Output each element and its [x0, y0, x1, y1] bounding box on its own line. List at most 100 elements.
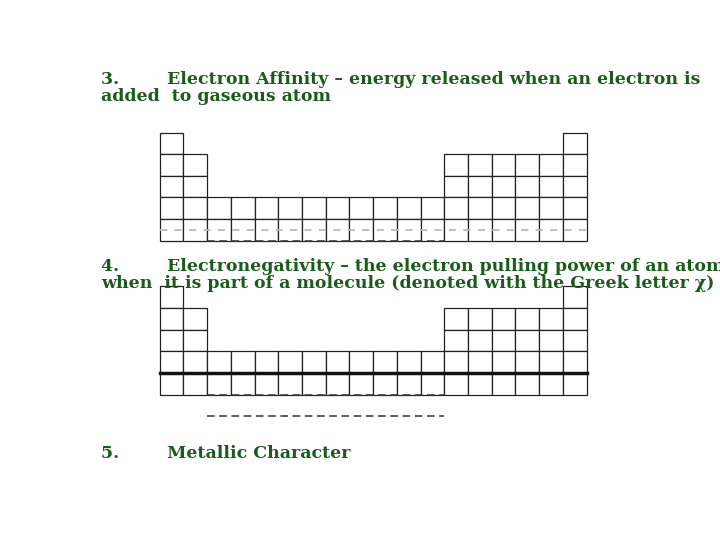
Bar — [160, 176, 184, 198]
Bar — [444, 176, 468, 198]
Bar — [373, 198, 397, 219]
Bar — [160, 308, 184, 329]
Bar — [444, 352, 468, 373]
Bar — [468, 219, 492, 241]
Bar — [302, 373, 325, 395]
Bar — [492, 219, 516, 241]
Bar — [492, 352, 516, 373]
Bar — [349, 198, 373, 219]
Bar — [539, 329, 563, 352]
Bar — [255, 352, 279, 373]
Bar — [444, 329, 468, 352]
Bar — [184, 308, 207, 329]
Bar — [207, 198, 231, 219]
Bar — [563, 176, 587, 198]
Text: added  to gaseous atom: added to gaseous atom — [101, 87, 331, 105]
Bar — [516, 352, 539, 373]
Bar — [302, 219, 325, 241]
Bar — [539, 373, 563, 395]
Bar — [231, 373, 255, 395]
Bar — [539, 198, 563, 219]
Bar — [539, 352, 563, 373]
Bar — [516, 308, 539, 329]
Bar — [184, 352, 207, 373]
Bar — [563, 133, 587, 154]
Bar — [255, 198, 279, 219]
Bar — [184, 198, 207, 219]
Bar — [420, 373, 444, 395]
Bar — [349, 219, 373, 241]
Bar — [468, 329, 492, 352]
Bar — [373, 352, 397, 373]
Bar — [468, 373, 492, 395]
Text: 5.        Metallic Character: 5. Metallic Character — [101, 446, 351, 462]
Bar — [444, 308, 468, 329]
Bar — [160, 198, 184, 219]
Bar — [160, 154, 184, 176]
Text: when  it is part of a molecule (denoted with the Greek letter χ): when it is part of a molecule (denoted w… — [101, 275, 714, 292]
Bar — [539, 154, 563, 176]
Bar — [492, 198, 516, 219]
Bar — [279, 373, 302, 395]
Bar — [563, 329, 587, 352]
Bar — [539, 176, 563, 198]
Bar — [492, 329, 516, 352]
Bar — [563, 286, 587, 308]
Bar — [302, 198, 325, 219]
Bar — [397, 352, 420, 373]
Bar — [349, 352, 373, 373]
Bar — [279, 352, 302, 373]
Bar — [516, 329, 539, 352]
Bar — [160, 329, 184, 352]
Bar — [184, 176, 207, 198]
Text: 3.        Electron Affinity – energy released when an electron is: 3. Electron Affinity – energy released w… — [101, 71, 701, 88]
Bar — [160, 133, 184, 154]
Bar — [184, 329, 207, 352]
Bar — [468, 352, 492, 373]
Bar — [207, 352, 231, 373]
Bar — [373, 373, 397, 395]
Bar — [373, 219, 397, 241]
Bar — [325, 198, 349, 219]
Bar — [444, 373, 468, 395]
Bar — [563, 308, 587, 329]
Bar — [563, 352, 587, 373]
Bar — [160, 286, 184, 308]
Bar — [468, 198, 492, 219]
Bar — [255, 373, 279, 395]
Bar — [279, 219, 302, 241]
Bar — [302, 352, 325, 373]
Bar — [516, 219, 539, 241]
Bar — [539, 219, 563, 241]
Bar — [563, 198, 587, 219]
Bar — [444, 198, 468, 219]
Bar — [231, 198, 255, 219]
Bar — [397, 198, 420, 219]
Bar — [184, 154, 207, 176]
Bar — [279, 198, 302, 219]
Bar — [207, 219, 231, 241]
Bar — [420, 198, 444, 219]
Bar — [492, 154, 516, 176]
Bar — [420, 219, 444, 241]
Bar — [468, 308, 492, 329]
Bar — [468, 154, 492, 176]
Bar — [160, 352, 184, 373]
Bar — [444, 219, 468, 241]
Bar — [184, 373, 207, 395]
Bar — [184, 219, 207, 241]
Bar — [160, 373, 184, 395]
Bar — [563, 154, 587, 176]
Bar — [397, 373, 420, 395]
Bar — [563, 373, 587, 395]
Bar — [160, 219, 184, 241]
Bar — [516, 198, 539, 219]
Bar — [325, 373, 349, 395]
Bar — [231, 219, 255, 241]
Bar — [397, 219, 420, 241]
Bar — [255, 219, 279, 241]
Bar — [468, 176, 492, 198]
Bar — [325, 352, 349, 373]
Bar — [492, 373, 516, 395]
Bar — [231, 352, 255, 373]
